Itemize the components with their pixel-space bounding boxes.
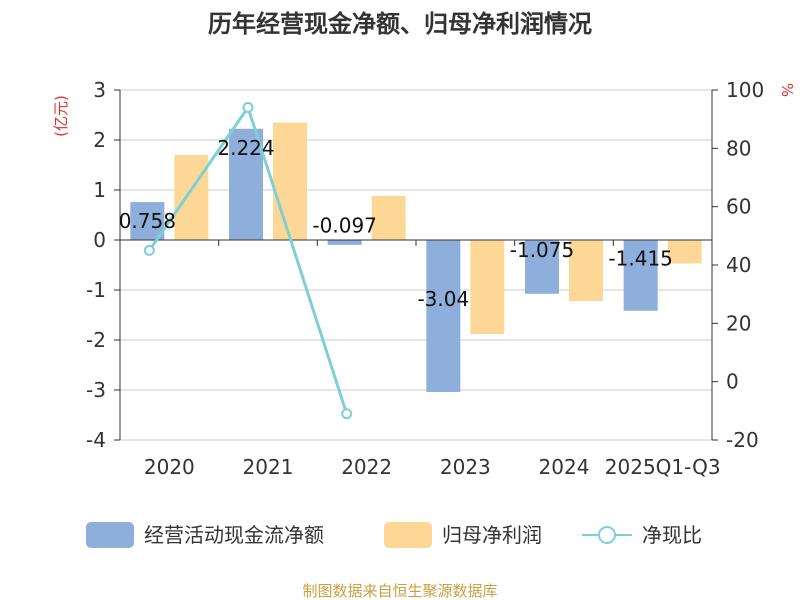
bar-profit bbox=[569, 240, 603, 301]
category-label: 2023 bbox=[440, 455, 491, 479]
right-axis-unit: % bbox=[778, 83, 796, 97]
data-label-cashflow: -1.075 bbox=[510, 238, 574, 262]
ratio-line bbox=[143, 102, 353, 420]
bar-cashflow bbox=[623, 240, 658, 311]
bar-cashflow bbox=[426, 240, 461, 392]
left-tick-label: 1 bbox=[93, 178, 106, 202]
left-tick-label: -2 bbox=[86, 328, 106, 352]
category-label: 2021 bbox=[243, 455, 294, 479]
category-label: 2025Q1-Q3 bbox=[605, 455, 721, 479]
data-label-cashflow: 0.758 bbox=[119, 209, 176, 233]
bar-cashflow bbox=[525, 240, 559, 294]
bar-cashflow bbox=[229, 128, 263, 240]
left-tick-label: 3 bbox=[93, 78, 106, 102]
tick-labels: 3 2 1 0 -1 -2 -3 -4 100 80 60 40 20 0 -20 2020 2021 2022 2… bbox=[86, 78, 764, 479]
legend-swatch-profit bbox=[384, 522, 432, 548]
axes bbox=[114, 89, 718, 441]
legend-marker-ratio bbox=[598, 526, 616, 544]
right-tick-label: 80 bbox=[726, 136, 751, 160]
right-tick-label: 60 bbox=[726, 195, 751, 219]
bar-profit bbox=[667, 240, 702, 264]
bar-profit bbox=[174, 155, 209, 240]
data-label-cashflow: -1.415 bbox=[608, 246, 672, 270]
category-label: 2024 bbox=[539, 455, 590, 479]
left-tick-label: -1 bbox=[86, 278, 106, 302]
right-tick-label: 40 bbox=[726, 253, 751, 277]
ratio-point bbox=[143, 244, 155, 256]
legend-item-profit[interactable]: 归母净利润 bbox=[384, 522, 542, 548]
category-label: 2020 bbox=[144, 455, 195, 479]
left-axis-unit: (亿元) bbox=[52, 95, 70, 137]
left-tick-label: 0 bbox=[93, 228, 106, 252]
data-label-cashflow: -0.097 bbox=[312, 213, 376, 237]
legend-label-profit: 归母净利润 bbox=[442, 523, 542, 547]
ratio-point bbox=[242, 102, 254, 113]
data-source: 制图数据来自恒生聚源数据库 bbox=[302, 582, 497, 600]
category-label: 2022 bbox=[341, 455, 392, 479]
chart-title: 历年经营现金净额、归母净利润情况 bbox=[208, 10, 592, 38]
right-tick-label: -20 bbox=[726, 428, 759, 452]
legend-label-cashflow: 经营活动现金流净额 bbox=[144, 523, 324, 547]
legend-item-ratio[interactable]: 净现比 bbox=[582, 523, 702, 547]
bars bbox=[130, 122, 702, 392]
bar-profit bbox=[371, 196, 406, 240]
right-tick-label: 20 bbox=[726, 311, 751, 335]
left-tick-label: -4 bbox=[86, 428, 106, 452]
bar-profit bbox=[273, 122, 307, 240]
legend-swatch-cashflow bbox=[86, 522, 134, 548]
ratio-point bbox=[341, 408, 353, 420]
bar-profit bbox=[470, 240, 505, 334]
legend-item-cashflow[interactable]: 经营活动现金流净额 bbox=[86, 522, 324, 548]
right-tick-label: 100 bbox=[726, 78, 764, 102]
right-tick-label: 0 bbox=[726, 370, 739, 394]
bar-cashflow bbox=[130, 202, 165, 240]
left-tick-label: 2 bbox=[93, 128, 106, 152]
data-label-cashflow: 2.224 bbox=[217, 136, 274, 160]
left-tick-label: -3 bbox=[86, 378, 106, 402]
legend-label-ratio: 净现比 bbox=[642, 523, 702, 547]
bar-cashflow bbox=[327, 240, 362, 245]
grid-lines bbox=[120, 89, 712, 441]
legend: 经营活动现金流净额 归母净利润 净现比 bbox=[86, 522, 702, 548]
data-labels: 0.758 2.224 -0.097 -3.04 -1.075 -1.415 bbox=[119, 136, 673, 311]
data-label-cashflow: -3.04 bbox=[417, 287, 469, 311]
